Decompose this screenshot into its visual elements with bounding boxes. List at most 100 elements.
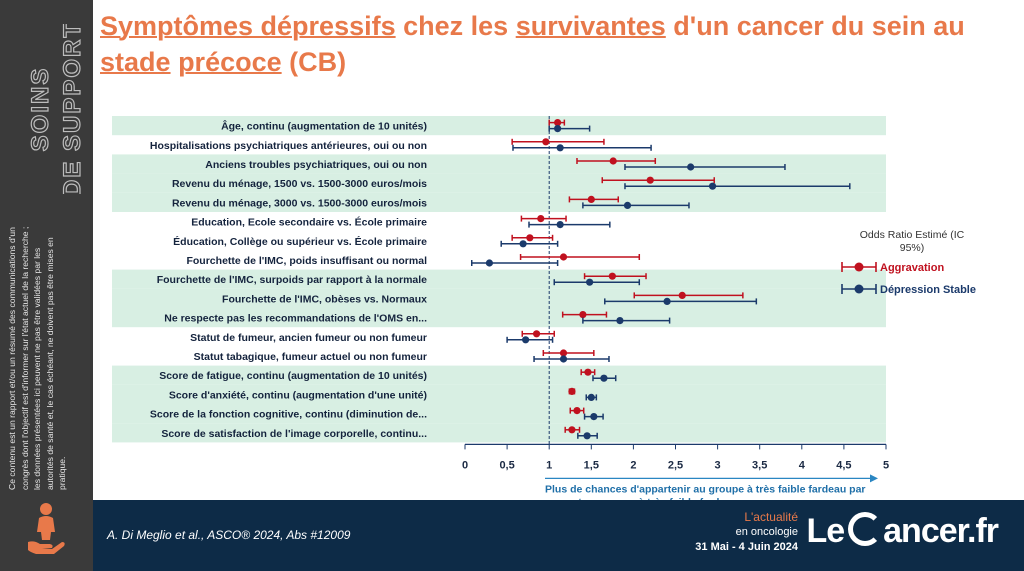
row-label: Education, Ecole secondaire vs. École pr… bbox=[191, 216, 427, 229]
row-band bbox=[112, 288, 886, 308]
stable-point bbox=[522, 336, 530, 344]
title-segment: survivantes bbox=[515, 11, 666, 41]
aggravation-point bbox=[559, 253, 568, 261]
row-band bbox=[112, 308, 886, 328]
row-label: Fourchette de l'IMC, surpoids par rappor… bbox=[157, 274, 427, 286]
legend-aggravation-label: Aggravation bbox=[880, 262, 944, 274]
stable-point bbox=[616, 317, 624, 325]
aggravation-point bbox=[678, 291, 686, 299]
logo-prefix: Le bbox=[806, 512, 845, 550]
title-segment: stade bbox=[100, 47, 171, 77]
row-label: Fourchette de l'IMC, obèses vs. Normaux bbox=[222, 293, 427, 305]
aggravation-point bbox=[554, 119, 562, 127]
stable-point bbox=[554, 125, 562, 133]
row-label: Statut tabagique, fumeur actuel ou non f… bbox=[194, 351, 427, 363]
stable-point bbox=[586, 278, 594, 286]
x-tick-label: 1 bbox=[546, 459, 552, 471]
x-tick-label: 0 bbox=[462, 459, 468, 471]
stable-point bbox=[687, 163, 695, 171]
title-segment: Symptômes dépressifs bbox=[100, 11, 396, 41]
x-tick-label: 2 bbox=[630, 459, 636, 471]
section-title-vertical: SOINS DE SUPPORT bbox=[4, 24, 88, 194]
row-label: Revenu du ménage, 1500 vs. 1500-3000 eur… bbox=[172, 178, 427, 190]
row-band bbox=[112, 173, 886, 193]
row-label: Éducation, Collège ou supérieur vs. Écol… bbox=[173, 235, 427, 248]
row-label: Ne respecte pas les recommandations de l… bbox=[164, 313, 427, 325]
stable-point bbox=[485, 259, 494, 267]
stable-point bbox=[708, 182, 717, 190]
stable-point bbox=[556, 221, 564, 229]
legend-stable-marker bbox=[854, 284, 864, 294]
lecancer-logo: Le ancer.fr bbox=[806, 512, 999, 551]
slide-title: Symptômes dépressifs chez les survivante… bbox=[100, 8, 1000, 80]
stable-point bbox=[600, 374, 608, 382]
section-title-line1: SOINS bbox=[27, 67, 54, 152]
direction-arrow-head bbox=[870, 474, 878, 483]
forest-plot: 0 0,5 1 1,5 2 2,5 3 3,5 4 4,5 5 Âge, continu (augme… bbox=[112, 116, 976, 500]
footer: A. Di Meglio et al., ASCO® 2024, Abs #12… bbox=[93, 500, 1024, 571]
x-tick-label: 3 bbox=[715, 459, 721, 471]
citation: A. Di Meglio et al., ASCO® 2024, Abs #12… bbox=[107, 528, 351, 542]
row-band bbox=[112, 365, 886, 385]
x-tick-label: 4,5 bbox=[836, 459, 851, 471]
aggravation-point bbox=[584, 368, 592, 376]
row-label: Score de satisfaction de l'image corpore… bbox=[161, 428, 427, 440]
row-band bbox=[112, 192, 886, 212]
section-title-line2: DE SUPPORT bbox=[59, 24, 86, 194]
row-band bbox=[112, 116, 886, 136]
aggravation-point bbox=[568, 387, 576, 395]
row-label: Anciens troubles psychiatriques, oui ou … bbox=[205, 159, 427, 171]
stable-point bbox=[583, 432, 591, 440]
row-label: Hospitalisations psychiatriques antérieu… bbox=[150, 140, 427, 152]
stable-point bbox=[590, 413, 598, 421]
event-line1: L'actualité bbox=[744, 510, 798, 524]
aggravation-point bbox=[532, 330, 541, 338]
stable-point bbox=[587, 393, 595, 401]
title-segment: d'un cancer du sein au bbox=[665, 11, 965, 41]
aggravation-point bbox=[609, 157, 617, 165]
row-band bbox=[112, 384, 886, 404]
row-band bbox=[112, 269, 886, 289]
row-label: Fourchette de l'IMC, poids insuffisant o… bbox=[186, 255, 427, 267]
aggravation-point bbox=[646, 176, 654, 184]
stable-point bbox=[519, 240, 527, 248]
aggravation-point bbox=[579, 311, 587, 319]
x-tick-label: 4 bbox=[799, 459, 806, 471]
title-segment: précoce bbox=[178, 47, 282, 77]
x-tick-label: 1,5 bbox=[584, 459, 599, 471]
logo-suffix: ancer.fr bbox=[883, 512, 999, 550]
stable-point bbox=[663, 297, 671, 305]
sidebar: SOINS DE SUPPORT Ce contenu est un rappo… bbox=[0, 0, 93, 571]
event-info: L'actualité en oncologie 31 Mai - 4 Juin… bbox=[695, 510, 798, 555]
x-tick-label: 3,5 bbox=[752, 459, 767, 471]
x-tick-label: 2,5 bbox=[668, 459, 683, 471]
x-arrow-label: Plus de chances d'appartenir au groupe à… bbox=[545, 483, 866, 500]
aggravation-point bbox=[526, 234, 534, 242]
aggravation-point bbox=[608, 272, 616, 280]
row-band bbox=[112, 404, 886, 424]
row-band bbox=[112, 423, 886, 443]
patient-care-icon bbox=[24, 500, 68, 556]
title-segment: chez les bbox=[395, 11, 516, 41]
x-tick-label: 0,5 bbox=[499, 459, 514, 471]
row-label: Score de la fonction cognitive, continu … bbox=[150, 409, 427, 421]
aggravation-point bbox=[587, 195, 595, 203]
stable-point bbox=[559, 355, 568, 363]
aggravation-point bbox=[537, 215, 545, 223]
x-tick-label: 5 bbox=[883, 459, 889, 471]
row-label: Revenu du ménage, 3000 vs. 1500-3000 eur… bbox=[172, 197, 427, 209]
aggravation-point bbox=[573, 407, 581, 415]
row-label: Âge, continu (augmentation de 10 unités) bbox=[221, 120, 427, 133]
event-dates: 31 Mai - 4 Juin 2024 bbox=[695, 541, 798, 553]
legend-aggravation-marker bbox=[854, 262, 864, 272]
aggravation-point bbox=[568, 426, 576, 434]
stable-point bbox=[623, 201, 632, 209]
event-line2: en oncologie bbox=[735, 526, 798, 538]
row-label: Score d'anxiété, continu (augmentation d… bbox=[169, 389, 427, 401]
legend-title: Odds Ratio Estimé (IC 95%) bbox=[860, 229, 965, 254]
legend-stable-label: Dépression Stable bbox=[880, 284, 976, 296]
aggravation-point bbox=[542, 138, 550, 146]
stable-point bbox=[556, 144, 564, 152]
title-segment: (CB) bbox=[281, 47, 347, 77]
row-label: Score de fatigue, continu (augmentation … bbox=[159, 370, 427, 382]
